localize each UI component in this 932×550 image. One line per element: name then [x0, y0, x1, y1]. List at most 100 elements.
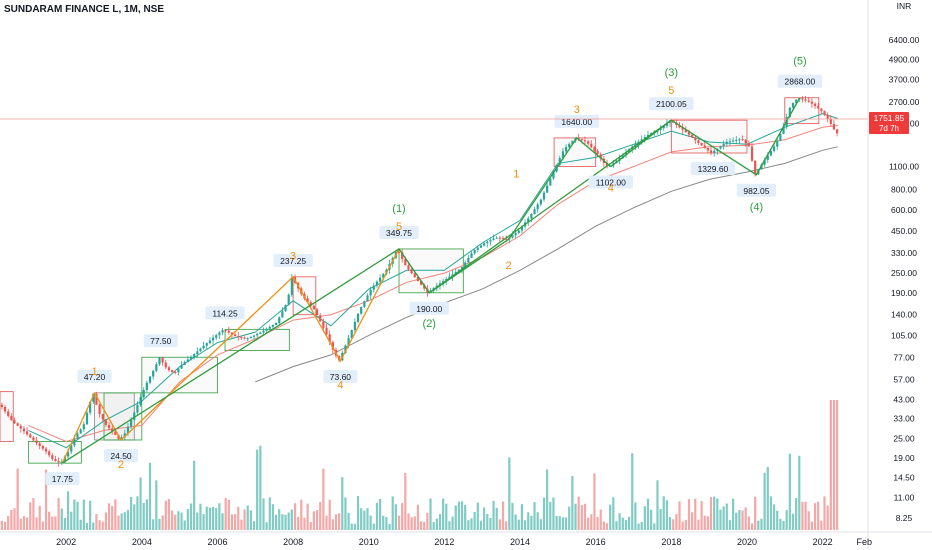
candle-body — [3, 406, 7, 412]
volume-bar — [164, 500, 167, 530]
candle-body — [193, 354, 196, 357]
candle-body — [186, 359, 189, 363]
volume-bar — [268, 497, 271, 530]
y-tick-label: 105.00 — [891, 330, 917, 340]
candle-body — [26, 431, 29, 435]
volume-bar — [7, 516, 10, 530]
candle-body — [199, 348, 202, 352]
volume-bar — [577, 496, 580, 530]
volume-bar — [369, 515, 372, 530]
candle-body — [271, 324, 275, 327]
volume-bar — [379, 498, 382, 530]
volume-bar — [63, 517, 67, 530]
candle-body — [788, 107, 791, 118]
volume-bar — [48, 511, 51, 530]
candle-body — [70, 445, 73, 452]
candle-body — [145, 382, 148, 390]
volume-bar — [73, 499, 76, 530]
candle-body — [290, 277, 293, 295]
volume-bar — [687, 499, 691, 530]
price-label-bg — [649, 97, 694, 111]
x-tick-label: 2016 — [586, 537, 606, 547]
volume-bar — [54, 516, 57, 530]
candle-body — [76, 433, 79, 439]
volume-bar — [511, 502, 514, 530]
volume-bar — [483, 507, 486, 530]
volume-bar — [602, 521, 605, 530]
candle-body — [476, 247, 479, 250]
volume-bar — [738, 509, 741, 530]
candle-body — [48, 451, 51, 456]
volume-bar — [725, 503, 728, 530]
price-label-bg — [409, 301, 449, 315]
candle-body — [369, 289, 372, 296]
volume-bar — [555, 515, 558, 530]
candle-body — [423, 284, 426, 289]
volume-bar — [10, 510, 13, 530]
candle-body — [413, 273, 416, 278]
volume-bar — [722, 506, 725, 530]
volume-bar — [353, 523, 356, 530]
candle-body — [259, 332, 262, 334]
candle-body — [419, 280, 423, 285]
volume-bar — [142, 502, 145, 530]
candle-body — [801, 98, 804, 100]
candle-body — [546, 185, 549, 193]
wave-label: 2 — [118, 459, 124, 471]
volume-bar — [177, 511, 180, 530]
wave-label: 1 — [513, 168, 519, 180]
volume-bar — [549, 501, 552, 530]
wave-label: 4 — [337, 380, 343, 392]
price-label-bg — [554, 114, 599, 128]
volume-bar — [832, 400, 836, 530]
candle-body — [224, 330, 227, 332]
candle-body — [580, 139, 583, 141]
candle-body — [483, 243, 486, 246]
x-tick-label: 2014 — [510, 537, 530, 547]
volume-bar — [520, 504, 524, 530]
candle-body — [593, 147, 596, 151]
candle-body — [287, 294, 290, 306]
volume-bar — [240, 519, 243, 530]
range-box — [103, 392, 143, 441]
volume-bar — [183, 520, 186, 530]
x-tick-label: 2008 — [283, 537, 303, 547]
price-label-bg — [736, 183, 777, 197]
price-axis: INR6400.004900.003700.002700.002000.0011… — [867, 0, 932, 550]
volume-bar — [394, 504, 397, 530]
candle-body — [407, 265, 410, 270]
price-label: 2100.05 — [656, 99, 687, 109]
volume-bar — [391, 496, 394, 530]
x-tick-label: 2012 — [434, 537, 454, 547]
volume-bar — [785, 510, 788, 530]
candle-body — [479, 245, 483, 248]
volume-bar — [388, 523, 391, 530]
wave-label: 4 — [608, 183, 614, 195]
candle-body — [741, 139, 744, 141]
candle-body — [687, 132, 691, 135]
volume-bar — [798, 455, 801, 530]
candle-body — [823, 110, 826, 115]
candle-body — [744, 139, 747, 144]
candle-body — [29, 434, 32, 438]
candle-body — [211, 337, 215, 341]
range-box — [0, 391, 14, 442]
volume-bar — [580, 505, 583, 530]
volume-bar — [451, 516, 454, 530]
volume-bar — [823, 496, 826, 530]
moving-average-line — [28, 113, 838, 449]
candle-body — [520, 226, 524, 231]
y-tick-label: 25.00 — [893, 434, 915, 444]
candle-body — [836, 129, 839, 134]
volume-bar — [334, 514, 338, 530]
candle-body — [51, 455, 54, 460]
y-tick-label: 57.00 — [893, 374, 915, 384]
candle-body — [691, 134, 694, 138]
volume-bar — [637, 523, 640, 530]
volume-bar — [16, 468, 19, 530]
volume-bar — [38, 505, 41, 530]
candle-body — [274, 323, 278, 325]
volume-bar — [344, 497, 347, 530]
candle-body — [243, 337, 246, 339]
